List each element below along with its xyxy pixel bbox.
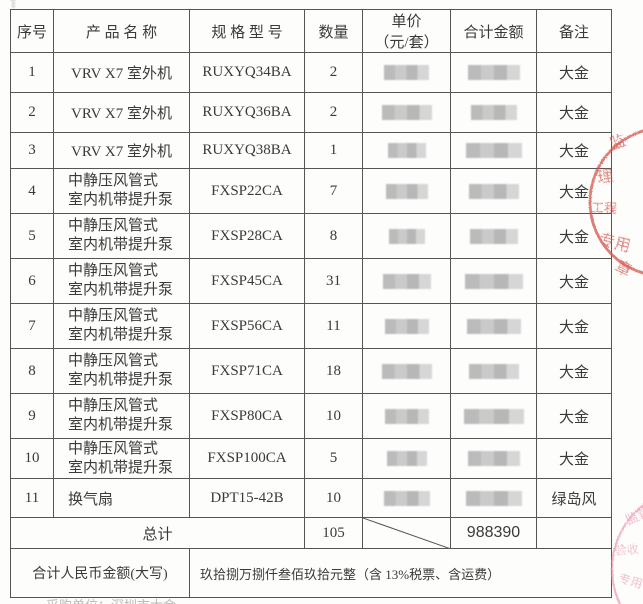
svg-text:监督: 监督	[623, 503, 643, 528]
svg-text:专用: 专用	[617, 570, 643, 591]
svg-text:章: 章	[612, 257, 634, 280]
svg-text:验收: 验收	[614, 541, 639, 558]
